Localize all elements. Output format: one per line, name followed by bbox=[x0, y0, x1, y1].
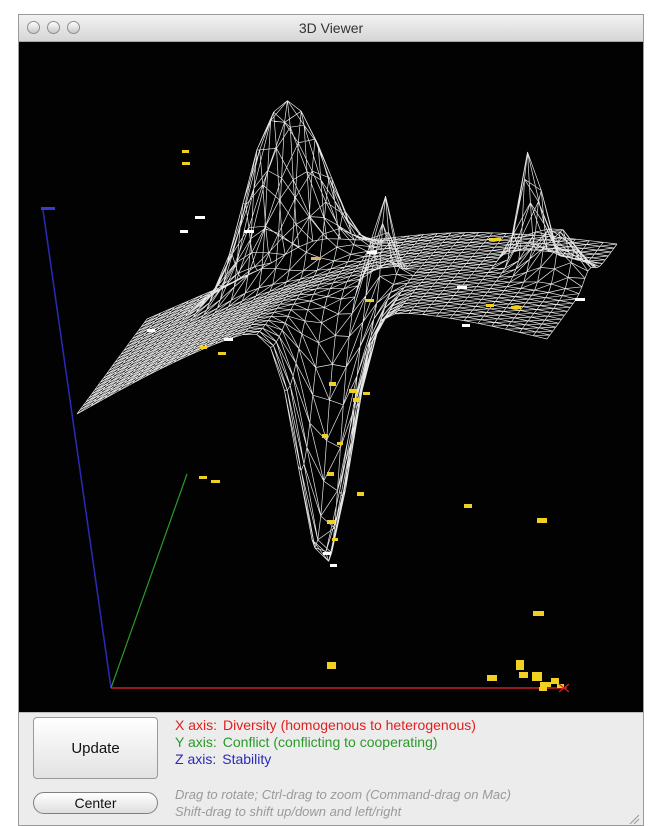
hint-shift: Shift-drag to shift up/down and left/rig… bbox=[175, 804, 402, 819]
y-axis-legend: Y axis: Conflict (conflicting to cooperat… bbox=[175, 734, 476, 751]
data-point bbox=[464, 504, 472, 508]
data-point bbox=[365, 299, 374, 302]
data-point bbox=[195, 216, 205, 219]
zoom-window-button[interactable] bbox=[67, 21, 80, 34]
data-point bbox=[516, 660, 524, 670]
data-point bbox=[244, 230, 254, 233]
data-point bbox=[199, 476, 207, 479]
3d-scene[interactable] bbox=[19, 42, 643, 712]
data-point bbox=[367, 251, 377, 254]
data-point bbox=[539, 687, 547, 691]
z-axis-end-marker bbox=[41, 207, 55, 210]
x-axis-end-marker bbox=[558, 683, 570, 693]
wireframe-path bbox=[76, 100, 618, 562]
data-point bbox=[200, 346, 207, 349]
z-axis-name: Z axis: bbox=[175, 751, 217, 767]
close-window-button[interactable] bbox=[27, 21, 40, 34]
data-point bbox=[182, 150, 189, 153]
data-point bbox=[329, 382, 336, 386]
data-point bbox=[180, 230, 188, 233]
data-point bbox=[353, 398, 360, 402]
data-point bbox=[575, 298, 585, 301]
data-point bbox=[489, 238, 501, 241]
data-point bbox=[327, 662, 336, 669]
data-point bbox=[332, 538, 338, 541]
axis-legend: X axis: Diversity (homogenous to heteroge… bbox=[175, 717, 476, 768]
z-axis-legend: Z axis: Stability bbox=[175, 751, 476, 768]
data-point bbox=[511, 306, 521, 309]
surface-wireframe bbox=[76, 100, 618, 562]
window-title: 3D Viewer bbox=[298, 20, 364, 36]
data-point bbox=[486, 304, 494, 307]
data-point bbox=[537, 518, 547, 523]
data-point bbox=[330, 564, 337, 567]
data-point bbox=[323, 552, 331, 555]
data-point bbox=[182, 162, 190, 165]
data-point bbox=[363, 392, 370, 395]
interaction-hints: Drag to rotate; Ctrl-drag to zoom (Comma… bbox=[175, 786, 511, 820]
data-point bbox=[224, 338, 233, 341]
data-point bbox=[457, 286, 467, 289]
x-axis-name: X axis: bbox=[175, 717, 218, 733]
update-button[interactable]: Update bbox=[33, 717, 158, 779]
data-point bbox=[551, 678, 559, 684]
hint-rotate-zoom: Drag to rotate; Ctrl-drag to zoom (Comma… bbox=[175, 787, 511, 802]
center-button[interactable]: Center bbox=[33, 792, 158, 814]
data-point bbox=[322, 434, 328, 438]
data-point bbox=[462, 324, 470, 327]
data-point bbox=[540, 682, 551, 687]
data-point bbox=[487, 675, 497, 681]
title-bar[interactable]: 3D Viewer bbox=[19, 15, 643, 42]
viewer-window: 3D Viewer Update Center X axis: Diversity… bbox=[18, 14, 644, 826]
data-point bbox=[327, 520, 335, 524]
y-axis-line bbox=[110, 473, 188, 689]
z-axis-line bbox=[42, 209, 112, 689]
3d-viewport[interactable] bbox=[19, 42, 643, 712]
control-panel: Update Center X axis: Diversity (homogeno… bbox=[19, 712, 643, 825]
x-axis-label: Diversity (homogenous to heterogenous) bbox=[223, 717, 476, 733]
data-point bbox=[327, 472, 334, 476]
data-points bbox=[147, 150, 585, 693]
minimize-window-button[interactable] bbox=[47, 21, 60, 34]
data-point bbox=[311, 257, 321, 260]
data-point bbox=[533, 611, 544, 616]
data-point bbox=[147, 329, 155, 332]
y-axis-label: Conflict (conflicting to cooperating) bbox=[222, 734, 438, 750]
y-axis-name: Y axis: bbox=[175, 734, 217, 750]
data-point bbox=[519, 672, 528, 678]
z-axis-label: Stability bbox=[222, 751, 272, 767]
data-point bbox=[337, 442, 343, 445]
data-point bbox=[349, 389, 357, 393]
data-point bbox=[211, 480, 220, 483]
data-point bbox=[532, 672, 542, 681]
data-point bbox=[357, 492, 364, 496]
resize-grip-icon[interactable] bbox=[628, 813, 640, 825]
data-point bbox=[218, 352, 226, 355]
x-axis-legend: X axis: Diversity (homogenous to heteroge… bbox=[175, 717, 476, 734]
data-point bbox=[557, 684, 564, 688]
